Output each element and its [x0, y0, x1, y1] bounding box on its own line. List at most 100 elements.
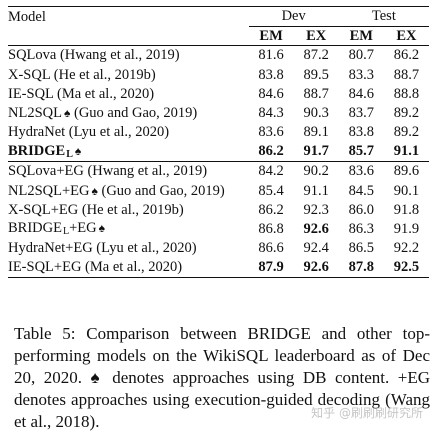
- spade-icon: ♠: [98, 221, 105, 236]
- score-dev-ex: 91.1: [303, 182, 329, 199]
- table-row: NL2SQL+EG ♠ (Guo and Gao, 2019) 85.4 91.1 84…: [8, 181, 429, 200]
- watermark: 知乎 @刷刷刷研究所: [311, 406, 423, 420]
- score-test-em: 83.6: [348, 163, 374, 180]
- model-name: X-SQL+EG (He et al., 2019b): [8, 201, 184, 218]
- model-name: SQLova+EG (Hwang et al., 2019): [8, 163, 208, 180]
- score-dev-em: 81.6: [258, 47, 284, 64]
- score-test-em: 86.5: [348, 240, 374, 257]
- table-row: X-SQL (He et al., 2019b) 83.8 89.5 83.3 88.7: [8, 65, 429, 84]
- model-name: BRIDGE: [8, 220, 62, 237]
- score-test-ex: 89.6: [393, 163, 420, 180]
- spade-icon: ♠: [63, 105, 71, 120]
- score-test-em: 83.8: [348, 124, 374, 141]
- score-dev-em: 85.4: [258, 182, 284, 199]
- header-dev: Dev: [248, 6, 339, 27]
- table-group-base: SQLova (Hwang et al., 2019) 81.6 87.2 80.7 8…: [8, 45, 429, 162]
- model-name: BRIDGE: [8, 142, 66, 159]
- model-name-cell: NL2SQL ♠ (Guo and Gao, 2019): [8, 104, 249, 123]
- header-model: Model: [8, 8, 46, 25]
- results-table: Model Dev Test EM EX EM EX SQLova (Hwang…: [8, 6, 429, 278]
- score-test-ex: 91.1: [393, 143, 420, 160]
- score-test-ex: 88.7: [393, 66, 420, 83]
- score-dev-em: 83.6: [258, 124, 284, 141]
- model-name-cell: X-SQL+EG (He et al., 2019b): [8, 201, 249, 220]
- score-test-em: 84.5: [348, 182, 374, 199]
- score-test-ex: 91.9: [393, 221, 420, 238]
- table-row: IE-SQL+EG (Ma et al., 2020) 87.9 92.6 87.8 9…: [8, 258, 429, 278]
- score-test-ex: 92.2: [393, 240, 420, 257]
- score-dev-ex: 89.1: [303, 124, 329, 141]
- score-dev-em: 83.8: [258, 66, 284, 83]
- model-name: X-SQL (He et al., 2019b): [8, 66, 156, 83]
- score-test-ex: 88.8: [393, 85, 420, 102]
- table-caption: Table 5: Comparison between BRIDGE and o…: [14, 324, 430, 431]
- model-name-cell: IE-SQL (Ma et al., 2020): [8, 84, 249, 103]
- score-dev-em: 87.9: [258, 259, 284, 276]
- score-test-em: 86.3: [348, 221, 374, 238]
- model-name-cell: HydraNet (Lyu et al., 2020): [8, 123, 249, 142]
- score-test-ex: 89.2: [393, 104, 420, 121]
- header-row-2: EM EX EM EX: [8, 27, 429, 46]
- score-dev-ex: 87.2: [303, 47, 329, 64]
- score-dev-ex: 90.3: [303, 104, 329, 121]
- model-name-cell: SQLova (Hwang et al., 2019): [8, 46, 249, 66]
- model-name-cell: HydraNet+EG (Lyu et al., 2020): [8, 239, 249, 258]
- score-dev-ex: 88.7: [303, 85, 329, 102]
- score-dev-ex: 91.7: [303, 143, 329, 160]
- model-subscript: L: [62, 226, 70, 238]
- score-test-em: 83.7: [348, 104, 374, 121]
- score-dev-em: 86.6: [258, 240, 284, 257]
- score-test-em: 80.7: [348, 47, 374, 64]
- table-row: IE-SQL (Ma et al., 2020) 84.6 88.7 84.6 88.8: [8, 84, 429, 103]
- header-test-ex: EX: [396, 27, 417, 44]
- header-blank: [8, 27, 249, 46]
- table-row: NL2SQL ♠ (Guo and Gao, 2019) 84.3 90.3 83.7 8…: [8, 104, 429, 123]
- score-dev-em: 86.2: [258, 201, 284, 218]
- score-dev-ex: 92.6: [303, 259, 329, 276]
- table-group-eg: SQLova+EG (Hwang et al., 2019) 84.2 90.2 83…: [8, 161, 429, 278]
- table-row: HydraNet (Lyu et al., 2020) 83.6 89.1 83.8 8…: [8, 123, 429, 142]
- model-subscript: L: [66, 148, 73, 160]
- score-test-em: 86.0: [348, 201, 374, 218]
- score-test-em: 84.6: [348, 85, 374, 102]
- spade-icon: ♠: [74, 143, 82, 158]
- model-name-cell: NL2SQL+EG ♠ (Guo and Gao, 2019): [8, 181, 249, 200]
- model-name-cell: X-SQL (He et al., 2019b): [8, 65, 249, 84]
- score-test-em: 83.3: [348, 66, 374, 83]
- score-dev-em: 84.6: [258, 85, 284, 102]
- header-test: Test: [338, 6, 429, 27]
- table-row: HydraNet+EG (Lyu et al., 2020) 86.6 92.4 86…: [8, 239, 429, 258]
- results-table-container: Model Dev Test EM EX EM EX SQLova (Hwang…: [8, 6, 429, 278]
- header-test-em: EM: [349, 27, 373, 44]
- model-name: IE-SQL+EG (Ma et al., 2020): [8, 259, 183, 276]
- score-dev-ex: 89.5: [303, 66, 329, 83]
- model-name: IE-SQL (Ma et al., 2020): [8, 85, 155, 102]
- score-dev-em: 86.8: [258, 221, 284, 238]
- table-row: BRIDGEL+EG ♠ 86.8 92.6 86.3 91.9: [8, 220, 429, 239]
- score-test-ex: 86.2: [393, 47, 420, 64]
- header-dev-ex: EX: [306, 27, 327, 44]
- model-suffix: +EG: [69, 220, 97, 237]
- score-dev-ex: 92.6: [303, 221, 329, 238]
- score-dev-ex: 90.2: [303, 163, 329, 180]
- score-test-ex: 90.1: [393, 182, 420, 199]
- score-test-ex: 89.2: [393, 124, 420, 141]
- model-name: HydraNet (Lyu et al., 2020): [8, 124, 170, 141]
- model-name-cell: SQLova+EG (Hwang et al., 2019): [8, 162, 249, 182]
- model-name: NL2SQL+EG: [8, 182, 90, 199]
- score-test-ex: 91.8: [393, 201, 420, 218]
- spade-icon: ♠: [91, 183, 98, 198]
- table-row: BRIDGEL ♠ 86.2 91.7 85.7 91.1: [8, 142, 429, 162]
- model-name: SQLova (Hwang et al., 2019): [8, 47, 180, 64]
- model-citation: (Guo and Gao, 2019): [70, 104, 198, 121]
- table-row: SQLova+EG (Hwang et al., 2019) 84.2 90.2 83…: [8, 161, 429, 182]
- score-dev-ex: 92.3: [303, 201, 329, 218]
- score-dev-em: 86.2: [258, 143, 284, 160]
- model-name-cell: BRIDGEL ♠: [8, 142, 249, 162]
- model-name: HydraNet+EG (Lyu et al., 2020): [8, 240, 197, 257]
- score-test-em: 87.8: [348, 259, 374, 276]
- header-row-1: Model Dev Test: [8, 6, 429, 27]
- score-test-ex: 92.5: [393, 259, 420, 276]
- model-name-cell: BRIDGEL+EG ♠: [8, 220, 249, 239]
- model-name-cell: IE-SQL+EG (Ma et al., 2020): [8, 258, 249, 278]
